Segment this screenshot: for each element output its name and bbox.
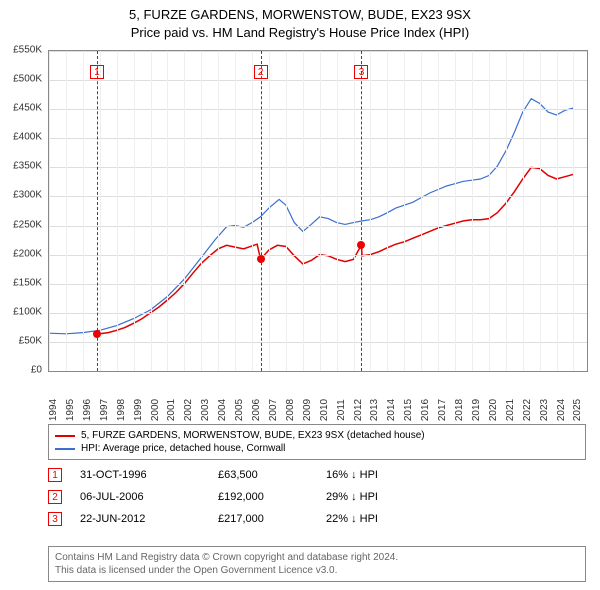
event-date: 06-JUL-2006 [80, 491, 200, 503]
x-tick-label: 2020 [488, 399, 499, 421]
event-price: £63,500 [218, 469, 308, 481]
event-delta: 16% ↓ HPI [326, 469, 378, 481]
x-tick-label: 1995 [65, 399, 76, 421]
series-hpi [49, 99, 574, 334]
x-tick-label: 2012 [353, 399, 364, 421]
x-tick-label: 2015 [403, 399, 414, 421]
y-tick-label: £50K [19, 335, 42, 346]
x-tick-label: 2018 [454, 399, 465, 421]
event-row: 3 22-JUN-2012 £217,000 22% ↓ HPI [48, 508, 586, 530]
x-tick-label: 1997 [99, 399, 110, 421]
y-tick-label: £350K [13, 161, 42, 172]
x-tick-label: 2011 [336, 399, 347, 421]
x-tick-label: 2022 [522, 399, 533, 421]
legend-label: 5, FURZE GARDENS, MORWENSTOW, BUDE, EX23… [81, 430, 425, 441]
y-tick-label: £550K [13, 45, 42, 56]
x-tick-label: 1994 [48, 399, 59, 421]
y-tick-label: £150K [13, 277, 42, 288]
chart-title: 5, FURZE GARDENS, MORWENSTOW, BUDE, EX23… [0, 0, 600, 43]
price-point-dot [357, 241, 365, 249]
x-tick-label: 2003 [200, 399, 211, 421]
x-tick-label: 1996 [82, 399, 93, 421]
plot-area: 1 2 3 [48, 50, 588, 372]
chart-container: 5, FURZE GARDENS, MORWENSTOW, BUDE, EX23… [0, 0, 600, 590]
price-point-dot [93, 330, 101, 338]
legend-swatch [55, 435, 75, 437]
y-tick-label: £400K [13, 132, 42, 143]
footer-line-2: This data is licensed under the Open Gov… [55, 564, 579, 577]
title-line-2: Price paid vs. HM Land Registry's House … [4, 24, 596, 42]
event-price: £217,000 [218, 513, 308, 525]
x-tick-label: 1999 [133, 399, 144, 421]
legend-item: HPI: Average price, detached house, Corn… [55, 442, 579, 455]
event-row: 2 06-JUL-2006 £192,000 29% ↓ HPI [48, 486, 586, 508]
footer-note: Contains HM Land Registry data © Crown c… [48, 546, 586, 582]
x-tick-label: 2014 [386, 399, 397, 421]
x-tick-label: 2019 [471, 399, 482, 421]
x-tick-label: 2000 [150, 399, 161, 421]
y-tick-label: £0 [31, 365, 42, 376]
x-tick-label: 2024 [556, 399, 567, 421]
x-tick-label: 2002 [183, 399, 194, 421]
x-tick-label: 2004 [217, 399, 228, 421]
legend-item: 5, FURZE GARDENS, MORWENSTOW, BUDE, EX23… [55, 429, 579, 442]
event-row: 1 31-OCT-1996 £63,500 16% ↓ HPI [48, 464, 586, 486]
x-tick-label: 2007 [268, 399, 279, 421]
event-delta: 29% ↓ HPI [326, 491, 378, 503]
x-tick-label: 2025 [572, 399, 583, 421]
x-tick-label: 2013 [369, 399, 380, 421]
x-tick-label: 2016 [420, 399, 431, 421]
y-tick-label: £200K [13, 248, 42, 259]
x-tick-label: 2005 [234, 399, 245, 421]
y-tick-label: £500K [13, 74, 42, 85]
price-point-dot [257, 255, 265, 263]
x-tick-label: 2010 [319, 399, 330, 421]
legend-swatch [55, 448, 75, 450]
event-price: £192,000 [218, 491, 308, 503]
event-marker-box: 3 [48, 512, 62, 526]
legend: 5, FURZE GARDENS, MORWENSTOW, BUDE, EX23… [48, 424, 586, 460]
event-delta: 22% ↓ HPI [326, 513, 378, 525]
event-date: 31-OCT-1996 [80, 469, 200, 481]
event-marker-box: 2 [48, 490, 62, 504]
x-tick-label: 2023 [539, 399, 550, 421]
y-tick-label: £300K [13, 190, 42, 201]
title-line-1: 5, FURZE GARDENS, MORWENSTOW, BUDE, EX23… [4, 6, 596, 24]
x-tick-label: 2008 [285, 399, 296, 421]
y-tick-label: £250K [13, 219, 42, 230]
y-tick-label: £100K [13, 306, 42, 317]
x-tick-label: 2006 [251, 399, 262, 421]
x-tick-label: 1998 [116, 399, 127, 421]
y-tick-label: £450K [13, 103, 42, 114]
legend-label: HPI: Average price, detached house, Corn… [81, 443, 285, 454]
x-tick-label: 2017 [437, 399, 448, 421]
marker-box: 2 [254, 65, 268, 79]
x-tick-label: 2001 [166, 399, 177, 421]
x-tick-label: 2009 [302, 399, 313, 421]
event-date: 22-JUN-2012 [80, 513, 200, 525]
event-marker-box: 1 [48, 468, 62, 482]
marker-box: 3 [354, 65, 368, 79]
footer-line-1: Contains HM Land Registry data © Crown c… [55, 551, 579, 564]
events-table: 1 31-OCT-1996 £63,500 16% ↓ HPI 2 06-JUL-2006… [48, 464, 586, 530]
y-axis-labels: £0£50K£100K£150K£200K£250K£300K£350K£400… [0, 50, 44, 370]
x-tick-label: 2021 [505, 399, 516, 421]
marker-box: 1 [90, 65, 104, 79]
x-axis-labels: 1994 1995 1996 1997 1998 1999 2000 2001 2002 2003… [48, 372, 586, 420]
